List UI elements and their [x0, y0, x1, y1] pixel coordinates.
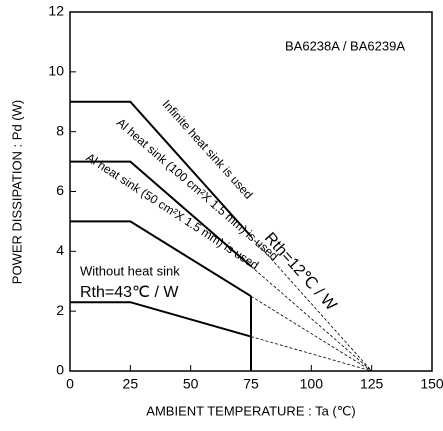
y-tick-label: 8: [56, 122, 64, 138]
x-tick-label: 75: [243, 376, 259, 392]
annotation: Rth=12℃ / W: [261, 230, 340, 315]
x-tick-label: 100: [300, 376, 324, 392]
x-tick-label: 125: [360, 376, 384, 392]
x-tick-label: 25: [123, 376, 139, 392]
series-line-extension: [250, 236, 372, 372]
series-line-extension: [250, 295, 372, 372]
series-line: [70, 301, 252, 338]
y-tick-label: 4: [56, 242, 64, 258]
x-axis-label: AMBIENT TEMPERATURE : Ta (℃): [146, 403, 355, 418]
series-line: [70, 220, 252, 298]
series-line-extension: [250, 265, 372, 372]
y-tick-label: 0: [56, 362, 64, 378]
y-tick-label: 2: [56, 302, 64, 318]
y-tick-label: 6: [56, 182, 64, 198]
x-tick-label: 150: [420, 376, 443, 392]
x-tick-label: 0: [66, 376, 74, 392]
annotation: Rth=43℃ / W: [80, 284, 179, 301]
series-line: [70, 100, 252, 238]
y-axis-label: POWER DISSIPATION : Pd (W): [9, 100, 24, 284]
series-line-extension: [250, 336, 372, 372]
chart-title: BA6238A / BA6239A: [285, 38, 405, 53]
y-tick-label: 10: [48, 63, 64, 79]
series-line: [70, 160, 252, 268]
x-tick-label: 50: [183, 376, 199, 392]
y-tick-label: 12: [48, 3, 64, 19]
series-label: Without heat sink: [80, 263, 180, 278]
